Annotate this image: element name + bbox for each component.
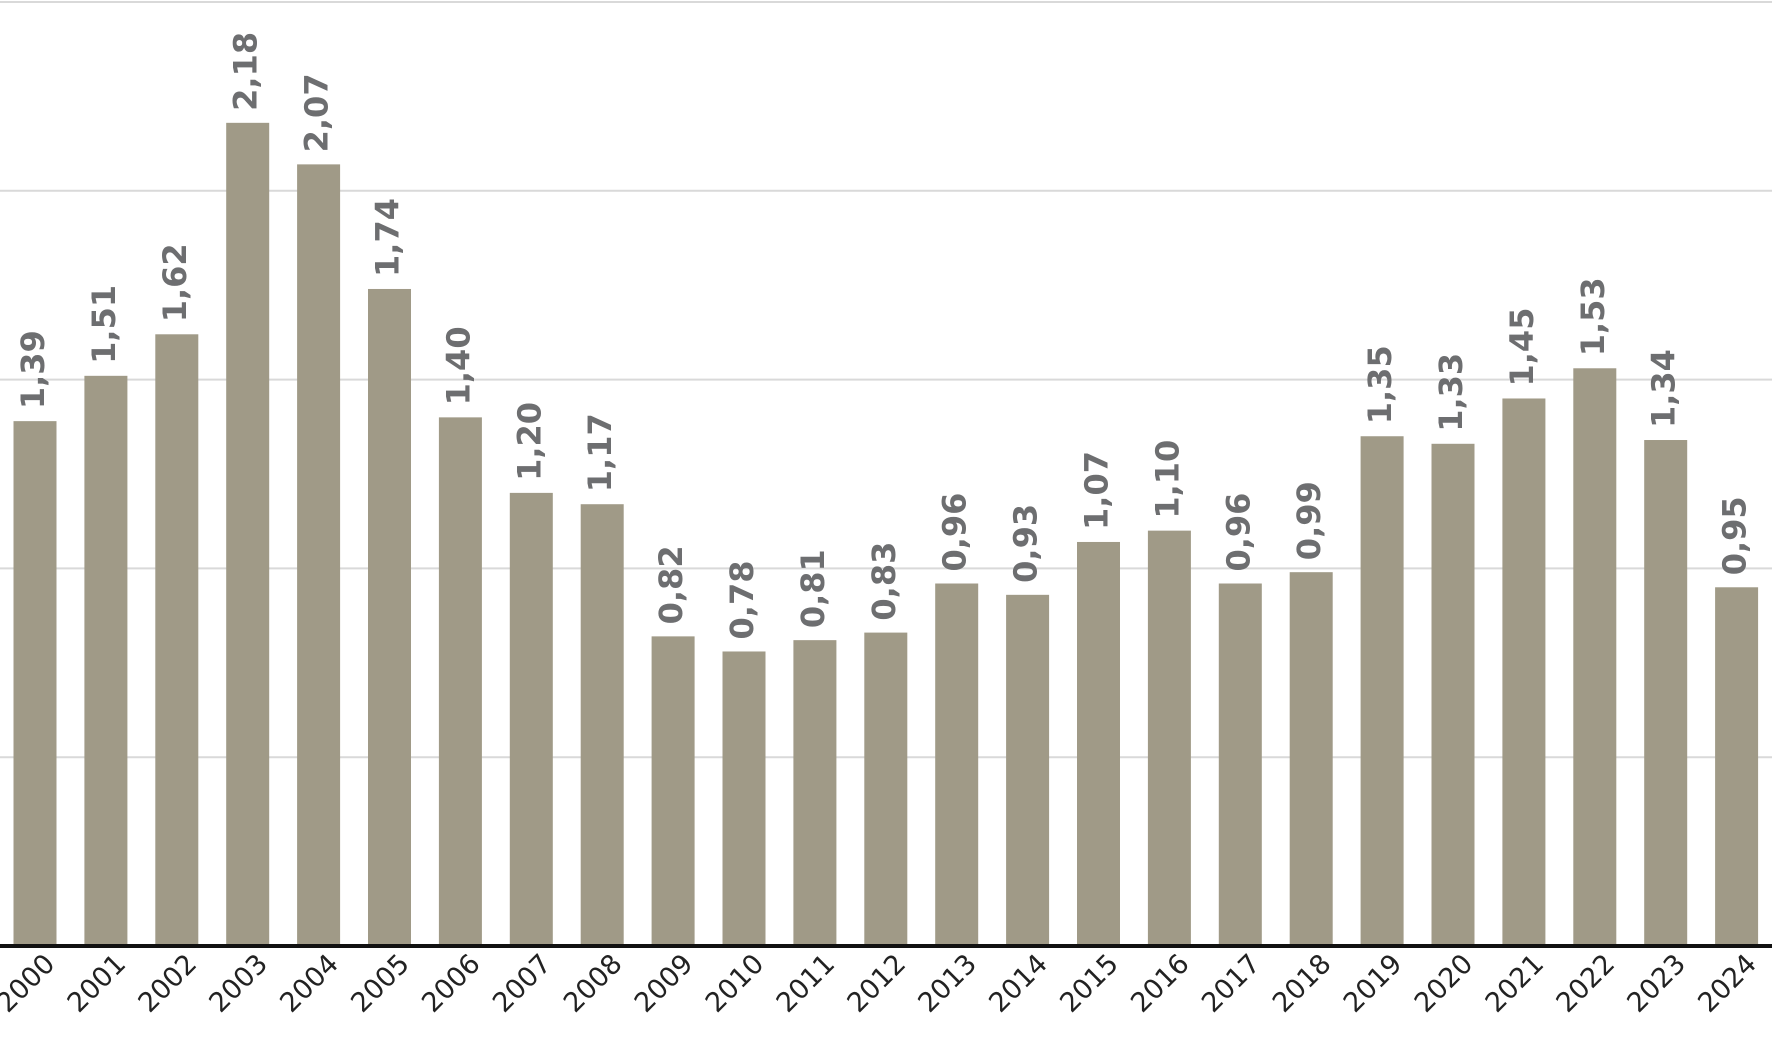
value-label: 1,53 [1574, 277, 1612, 356]
x-tick-label: 2018 [1267, 948, 1338, 1019]
x-tick-label: 2007 [487, 948, 558, 1019]
value-label: 1,35 [1361, 345, 1399, 424]
x-tick-label: 2014 [983, 948, 1054, 1019]
bar [722, 651, 766, 946]
x-tick-label: 2013 [912, 948, 983, 1019]
bar [1644, 440, 1688, 946]
bar [793, 640, 837, 946]
value-label: 1,40 [439, 326, 477, 405]
value-label: 1,07 [1078, 451, 1116, 530]
value-label: 0,99 [1290, 481, 1328, 560]
x-tick-label: 2011 [771, 948, 842, 1019]
bar [1715, 587, 1759, 946]
x-tick-label: 2004 [274, 948, 345, 1019]
value-label: 1,51 [85, 285, 123, 364]
bar [1006, 594, 1050, 946]
bar [509, 492, 553, 946]
value-label: 2,18 [227, 32, 265, 111]
value-label: 1,17 [581, 413, 619, 492]
x-tick-label: 2008 [558, 948, 629, 1019]
x-tick-label: 2001 [62, 948, 133, 1019]
bar [1360, 436, 1404, 946]
bar [935, 583, 979, 946]
x-tick-label: 2015 [1054, 948, 1125, 1019]
bar [368, 288, 411, 946]
x-tick-label: 2020 [1409, 948, 1480, 1019]
x-tick-label: 2002 [133, 948, 204, 1019]
x-tick-label: 2016 [1125, 948, 1196, 1019]
bar [1573, 368, 1617, 947]
value-label: 0,96 [1219, 493, 1257, 572]
x-tick-label: 2017 [1196, 948, 1267, 1019]
value-label: 1,20 [510, 402, 548, 481]
x-tick-label: 2024 [1692, 948, 1763, 1019]
bar [297, 164, 341, 947]
value-label: 1,10 [1148, 440, 1186, 519]
x-tick-label: 2021 [1480, 948, 1551, 1019]
value-label: 0,78 [723, 561, 761, 640]
x-tick-label: 2022 [1551, 948, 1622, 1019]
value-label: 1,62 [156, 243, 194, 322]
value-label: 1,34 [1645, 349, 1683, 428]
x-tick-label: 2005 [345, 948, 416, 1019]
value-label: 0,96 [936, 493, 974, 572]
bar [1077, 541, 1120, 946]
x-tick-label: 2000 [0, 948, 61, 1019]
x-tick-label: 2012 [842, 948, 913, 1019]
value-label: 1,33 [1432, 353, 1470, 432]
value-label: 0,82 [652, 545, 690, 624]
bar [1218, 583, 1262, 946]
value-label: 0,95 [1716, 496, 1754, 575]
bar [438, 417, 482, 946]
bar [155, 334, 199, 947]
value-label: 0,83 [865, 542, 903, 621]
value-label: 2,07 [298, 73, 336, 152]
bar [864, 632, 908, 946]
value-label: 0,81 [794, 549, 832, 628]
x-tick-label: 2023 [1621, 948, 1692, 1019]
x-tick-label: 2019 [1338, 948, 1409, 1019]
value-label: 1,45 [1503, 308, 1541, 387]
value-label: 0,93 [1007, 504, 1045, 583]
bar [1289, 572, 1333, 946]
x-tick-label: 2003 [203, 948, 274, 1019]
bar [1147, 530, 1191, 946]
x-tick-label: 2010 [700, 948, 771, 1019]
value-label: 1,39 [14, 330, 52, 409]
bar [226, 122, 270, 946]
bar [84, 375, 128, 947]
value-label: 1,74 [369, 198, 407, 277]
bar [580, 504, 624, 946]
bar [1502, 398, 1546, 947]
bar [13, 421, 57, 946]
x-tick-label: 2006 [416, 948, 487, 1019]
bar [651, 636, 695, 946]
x-tick-label: 2009 [629, 948, 700, 1019]
bar [1431, 443, 1475, 946]
